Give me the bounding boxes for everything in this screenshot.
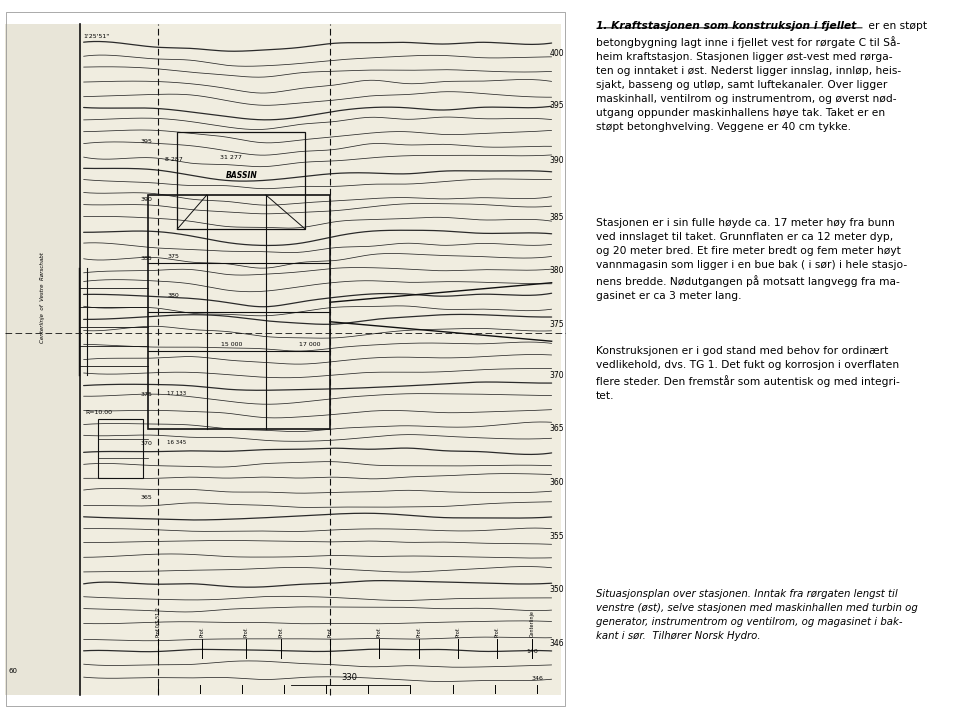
Text: Prof.: Prof. bbox=[278, 626, 283, 637]
Text: 365: 365 bbox=[550, 425, 564, 433]
Text: 346: 346 bbox=[532, 675, 543, 680]
Bar bbox=[178, 131, 305, 229]
Text: Situasjonsplan over stasjonen. Inntak fra rørgaten lengst til
venstre (øst), sel: Situasjonsplan over stasjonen. Inntak fr… bbox=[596, 589, 918, 641]
Text: 60: 60 bbox=[9, 668, 17, 674]
Text: BASSIN: BASSIN bbox=[226, 171, 257, 180]
Text: 17 000: 17 000 bbox=[300, 342, 321, 347]
Bar bbox=[99, 419, 143, 478]
Text: 350: 350 bbox=[550, 585, 564, 594]
Text: Prof.: Prof. bbox=[456, 626, 461, 637]
Bar bbox=[5, 24, 79, 695]
Text: 355: 355 bbox=[550, 532, 564, 540]
Text: Centerlinje  of  Vestre  Rørschabt: Centerlinje of Vestre Rørschabt bbox=[39, 252, 45, 343]
Text: 385: 385 bbox=[550, 213, 564, 222]
Text: Prof.: Prof. bbox=[200, 626, 204, 637]
Text: 395: 395 bbox=[141, 139, 153, 144]
Text: R=10.00: R=10.00 bbox=[85, 411, 112, 416]
Text: 385: 385 bbox=[141, 256, 153, 261]
Text: 375: 375 bbox=[550, 320, 564, 329]
Text: betongbygning lagt inne i fjellet vest for rørgate C til Så-
heim kraftstasjon. : betongbygning lagt inne i fjellet vest f… bbox=[596, 36, 901, 131]
Text: 360: 360 bbox=[550, 478, 564, 487]
Text: 395: 395 bbox=[550, 101, 564, 110]
Text: 1. Kraftstasjonen som konstruksjon i fjellet: 1. Kraftstasjonen som konstruksjon i fje… bbox=[596, 21, 856, 31]
Text: Konstruksjonen er i god stand med behov for ordinært
vedlikehold, dvs. TG 1. Det: Konstruksjonen er i god stand med behov … bbox=[596, 346, 900, 401]
Text: 370: 370 bbox=[141, 441, 153, 446]
Text: 375: 375 bbox=[141, 393, 153, 398]
Text: 380: 380 bbox=[167, 293, 180, 298]
Text: 1'25'51": 1'25'51" bbox=[84, 34, 109, 39]
Text: 15 000: 15 000 bbox=[221, 342, 242, 347]
Text: 365: 365 bbox=[141, 495, 153, 500]
Text: Prof.: Prof. bbox=[327, 626, 332, 637]
Text: 346: 346 bbox=[550, 639, 564, 648]
Text: 370: 370 bbox=[550, 371, 564, 380]
Text: 140: 140 bbox=[526, 649, 538, 654]
Text: 31 277: 31 277 bbox=[221, 155, 242, 160]
Bar bbox=[148, 195, 330, 429]
Bar bbox=[79, 24, 562, 695]
Text: Prof.0/S.51.2: Prof.0/S.51.2 bbox=[155, 605, 160, 637]
Text: 330: 330 bbox=[342, 673, 358, 682]
Text: 8 287: 8 287 bbox=[165, 157, 183, 162]
Text: er en støpt: er en støpt bbox=[865, 21, 927, 31]
Text: 400: 400 bbox=[550, 49, 564, 58]
Text: Stasjonen er i sin fulle høyde ca. 17 meter høy fra bunn
ved innslaget til taket: Stasjonen er i sin fulle høyde ca. 17 me… bbox=[596, 218, 907, 301]
Text: Prof.: Prof. bbox=[376, 626, 382, 637]
Text: 17 133: 17 133 bbox=[167, 391, 186, 396]
Text: Prof.: Prof. bbox=[416, 626, 421, 637]
Text: 380: 380 bbox=[550, 266, 564, 275]
Text: 375: 375 bbox=[167, 254, 180, 259]
Text: 390: 390 bbox=[141, 197, 153, 202]
Text: 390: 390 bbox=[550, 156, 564, 166]
Text: 16 345: 16 345 bbox=[167, 440, 186, 445]
Text: Prof.: Prof. bbox=[244, 626, 249, 637]
Text: Centerlinje: Centerlinje bbox=[529, 610, 535, 637]
Text: Prof.: Prof. bbox=[495, 626, 500, 637]
